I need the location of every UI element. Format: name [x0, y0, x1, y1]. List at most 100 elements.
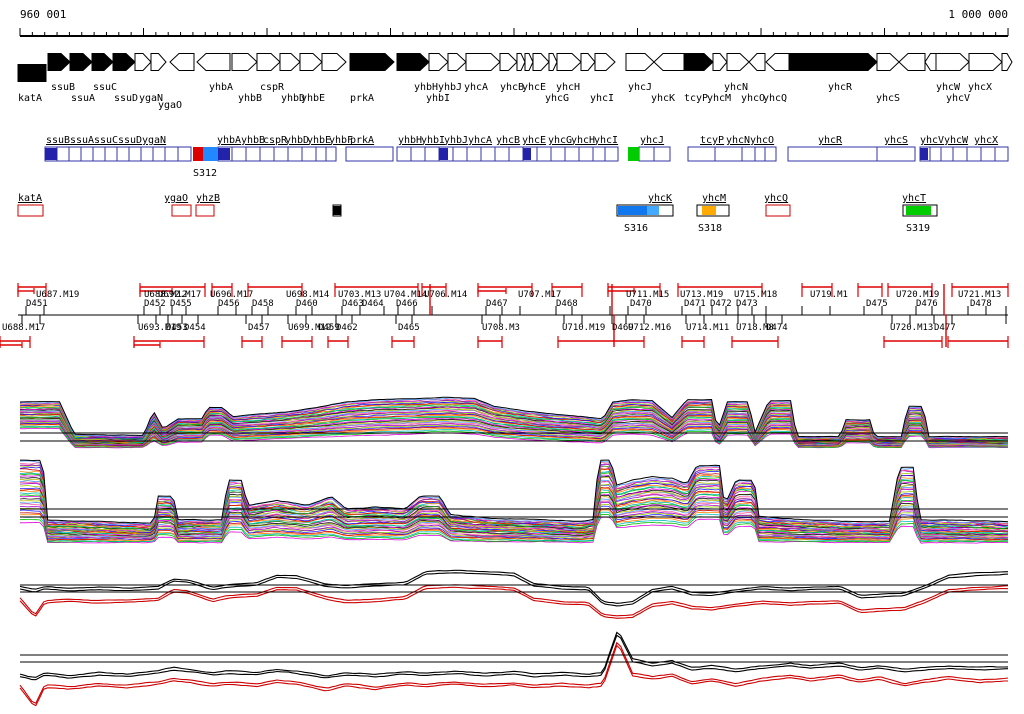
gene-arrow-yhcI[interactable] — [594, 53, 616, 71]
gene-arrow-tcyP[interactable] — [683, 53, 714, 71]
segment-gene-link-prkA[interactable]: prkA — [350, 135, 374, 146]
feature-box-yhcQ[interactable] — [765, 204, 791, 217]
segment-gene-link-yhbJ[interactable]: yhbJ — [444, 135, 468, 146]
gene-arrow-yhcW[interactable] — [935, 53, 970, 71]
segment-gene-link-yhcS[interactable]: yhcS — [884, 135, 908, 146]
segment-gene-link-yhbE[interactable]: yhbE — [307, 135, 331, 146]
feature-gene-link-yhcQ[interactable]: yhcQ — [764, 193, 788, 204]
gene-arrow-yhcE[interactable] — [532, 53, 550, 71]
gene-arrow-prkA[interactable] — [349, 53, 395, 71]
gene-arrow-yhcO[interactable] — [748, 53, 766, 71]
segment-gene-link-yhcG[interactable]: yhcG — [548, 135, 572, 146]
segment-gene-link-yhcV[interactable]: yhcV — [920, 135, 944, 146]
gene-label-yhbD: yhbD — [281, 93, 305, 104]
gene-arrow-yhcQ[interactable] — [765, 53, 790, 71]
gene-arrow-yhbD[interactable] — [279, 53, 301, 71]
feature-box-ygaO[interactable] — [171, 204, 192, 217]
gene-arrow-yhcN[interactable] — [726, 53, 750, 71]
segment-gene-link-yhcB[interactable]: yhcB — [496, 135, 520, 146]
segment-colored-box[interactable] — [628, 147, 639, 161]
feature-box-yhzB[interactable] — [195, 204, 215, 217]
gene-label-yhbA: yhbA — [209, 82, 233, 93]
segment-gene-link-ssuA[interactable]: ssuA — [70, 135, 94, 146]
gene-arrow[interactable] — [524, 53, 534, 71]
segment-group[interactable] — [787, 146, 878, 162]
gene-arrow[interactable] — [548, 53, 558, 71]
gene-arrow-yhcG[interactable] — [556, 53, 582, 71]
segment-gene-link-yhcA[interactable]: yhcA — [468, 135, 492, 146]
feature-gene-link-katA[interactable]: katA — [18, 193, 42, 204]
segment-colored-box[interactable] — [203, 147, 218, 161]
gene-arrow-yhcH[interactable] — [580, 53, 596, 71]
gene-arrow-katA[interactable] — [17, 64, 47, 82]
gene-arrow-yhbI[interactable] — [428, 53, 449, 71]
gene-arrow-ssuC[interactable] — [91, 53, 114, 71]
feature-box-katA[interactable] — [17, 204, 44, 217]
gene-arrow-yhcT[interactable] — [898, 53, 926, 71]
gene-arrow-ssuB[interactable] — [47, 53, 71, 71]
segment-group[interactable] — [217, 146, 337, 162]
segment-gene-link-ssuD[interactable]: ssuD — [118, 135, 142, 146]
gene-arrow[interactable] — [516, 53, 526, 71]
gene-arrow-cspR[interactable] — [256, 53, 281, 71]
segment-group[interactable] — [345, 146, 394, 162]
gene-arrow-yhcB[interactable] — [499, 53, 518, 71]
segment-group[interactable] — [741, 146, 777, 162]
gene-arrow-yhbF[interactable] — [321, 53, 347, 71]
segment-gene-link-yhcX[interactable]: yhcX — [974, 135, 998, 146]
signal-series — [19, 513, 1009, 543]
gene-arrow[interactable] — [1001, 53, 1013, 71]
segment-gene-link-ygaN[interactable]: ygaN — [142, 135, 166, 146]
gene-arrow-yhbA[interactable] — [196, 53, 231, 71]
segment-gene-link-tcyP[interactable]: tcyP — [700, 135, 724, 146]
segment-gene-link-yhcW[interactable]: yhcW — [944, 135, 969, 146]
segment-gene-link-yhcO[interactable]: yhcO — [750, 135, 774, 146]
segment-gene-link-yhbD[interactable]: yhbD — [285, 135, 309, 146]
segment-gene-link-yhcE[interactable]: yhcE — [522, 135, 546, 146]
gene-label-yhcH: yhcH — [556, 82, 580, 93]
segment-gene-link-ssuB[interactable]: ssuB — [46, 135, 70, 146]
feature-gene-link-yhcK[interactable]: yhcK — [648, 193, 672, 204]
segment-gene-link-yhbH[interactable]: yhbH — [398, 135, 422, 146]
gene-arrow-yhcA[interactable] — [465, 53, 501, 71]
gene-arrow-yhbJ[interactable] — [447, 53, 467, 71]
gene-arrow-yhcJ[interactable] — [625, 53, 655, 71]
signal-series — [19, 586, 1009, 619]
gene-arrow-yhcX[interactable] — [968, 53, 1003, 71]
gene-arrow[interactable] — [150, 53, 167, 71]
segment-gene-link-yhcH[interactable]: yhcH — [571, 135, 595, 146]
segment-group[interactable] — [44, 146, 192, 162]
gene-arrow-yhcK[interactable] — [653, 53, 685, 71]
segment-gene-link-yhbB[interactable]: yhbB — [241, 135, 265, 146]
segment-colored-box[interactable] — [193, 147, 203, 161]
gene-arrow-yhbH[interactable] — [396, 53, 430, 71]
gene-arrow-ssuA[interactable] — [69, 53, 93, 71]
segment-gene-link-yhbI[interactable]: yhbI — [421, 135, 445, 146]
gene-arrow[interactable] — [924, 53, 937, 71]
segment-group[interactable] — [396, 146, 619, 162]
segment-gene-link-yhcJ[interactable]: yhcJ — [640, 135, 664, 146]
gene-arrow-ygaO[interactable] — [169, 53, 195, 71]
segment-gene-link-yhbA[interactable]: yhbA — [217, 135, 241, 146]
gene-arrow-yhbB[interactable] — [231, 53, 258, 71]
segment-gene-link-yhcN[interactable]: yhcN — [726, 135, 750, 146]
gene-label-ssuC: ssuC — [93, 82, 117, 93]
gene-arrow-yhcR[interactable] — [789, 53, 878, 71]
feature-gene-link-yhcM[interactable]: yhcM — [702, 193, 726, 204]
gene-arrow-ygaN[interactable] — [134, 53, 152, 71]
segment-gene-link-yhcR[interactable]: yhcR — [818, 135, 843, 146]
feature-gene-link-yhzB[interactable]: yhzB — [196, 193, 220, 204]
segment-gene-link-ssuC[interactable]: ssuC — [94, 135, 118, 146]
segment-gene-link-cspR[interactable]: cspR — [263, 135, 288, 146]
gene-arrow-yhcM[interactable] — [712, 53, 728, 71]
segment-group[interactable] — [876, 146, 916, 162]
feature-gene-link-yhcT[interactable]: yhcT — [902, 193, 926, 204]
gene-arrow-ssuD[interactable] — [112, 53, 136, 71]
gene-label-yhbH: yhbH — [414, 82, 438, 93]
gene-arrow-yhcS[interactable] — [876, 53, 900, 71]
feature-gene-link-ygaO[interactable]: ygaO — [164, 193, 188, 204]
gene-arrow-yhbE[interactable] — [299, 53, 323, 71]
segment-gene-link-yhbF[interactable]: yhbF — [329, 135, 353, 146]
segment-gene-link-yhcI[interactable]: yhcI — [594, 135, 618, 146]
